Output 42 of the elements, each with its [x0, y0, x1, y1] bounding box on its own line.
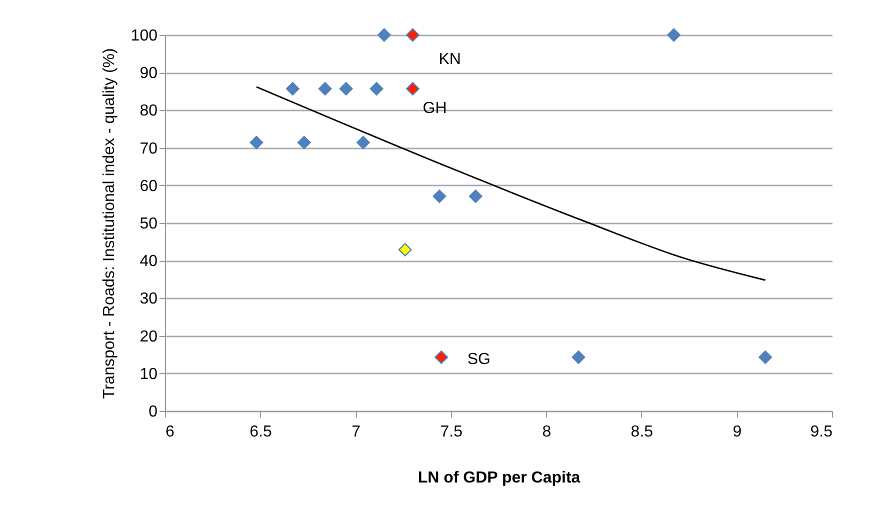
y-tick-label: 60 [140, 178, 158, 195]
x-tick-label: 7 [352, 424, 361, 440]
x-tick-label: 9 [732, 424, 742, 440]
x-tick-label: 8 [542, 424, 552, 440]
point [406, 28, 420, 42]
point [667, 28, 681, 42]
point [370, 82, 384, 96]
y-tick-label: 30 [140, 290, 158, 308]
point [286, 82, 300, 96]
y-tick-label: 20 [140, 328, 158, 346]
x-tick-label: 9.5 [810, 424, 833, 440]
point [318, 82, 332, 96]
x-tick-label: 6 [166, 424, 174, 440]
annotation: GH [422, 100, 447, 117]
y-tick-label: 50 [140, 216, 158, 232]
x-tick-label: 6.5 [250, 424, 272, 440]
y-tick-label: 40 [140, 253, 158, 270]
y-tick-label: 70 [140, 140, 158, 158]
point [339, 82, 353, 96]
line-series [256, 86, 766, 281]
point [250, 136, 264, 150]
annotation: KN [438, 51, 461, 68]
point [432, 190, 446, 204]
point [406, 82, 420, 96]
annotation: SG [467, 351, 490, 368]
x-tick-label: 8.5 [630, 424, 654, 440]
point [356, 136, 370, 150]
y-tick-label: 90 [140, 65, 158, 82]
x-tick-label: 7.5 [440, 424, 463, 440]
y-tick-label: 10 [140, 366, 158, 383]
point [468, 190, 482, 204]
point [758, 350, 772, 364]
y-tick-label: 100 [130, 28, 158, 44]
y-tick-label: 80 [140, 102, 158, 120]
point [398, 242, 412, 256]
point [434, 350, 448, 364]
x-axis-title: LN of GDP per Capita [418, 470, 580, 486]
point [572, 350, 586, 364]
y-axis-title: Transport - Roads: Institutional index - quality (%) [100, 48, 118, 399]
point [297, 136, 311, 150]
point [377, 28, 391, 42]
y-tick-label: 0 [148, 404, 158, 420]
